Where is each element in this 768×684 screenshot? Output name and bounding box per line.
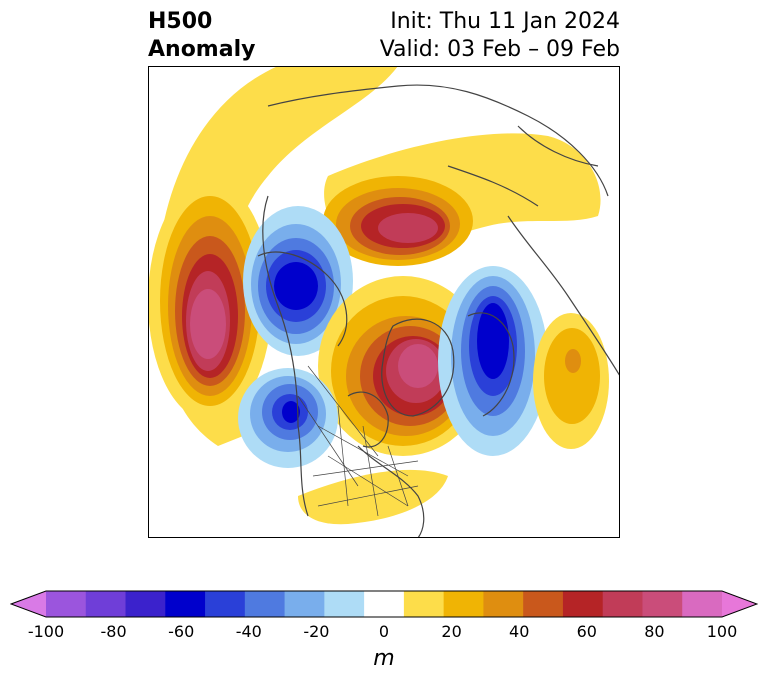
colorbar-outline: [10, 590, 758, 618]
colorbar-ticks: -100 -80 -60 -40 -20 0 20 40 60 80 100: [0, 622, 768, 646]
valid-range: Valid: 03 Feb – 09 Feb: [379, 37, 620, 62]
colorbar-over-arrow: [722, 591, 757, 617]
colorbar-segment: [364, 591, 405, 617]
colorbar-segment: [562, 591, 604, 617]
anomaly-asia-positive: [533, 313, 609, 449]
colorbar-segment: [443, 591, 484, 617]
colorbar-segment: [125, 591, 166, 617]
colorbar-segment: [483, 591, 524, 617]
anomaly-pacific-positive: [148, 181, 272, 421]
colorbar-tick-label: 60: [576, 622, 597, 641]
colorbar-tick-label: -20: [303, 622, 330, 641]
anomaly-alaska-negative: [243, 206, 353, 356]
colorbar-segment: [682, 591, 723, 617]
colorbar-segment: [642, 591, 683, 617]
colorbar-segment: [284, 591, 325, 617]
colorbar-segment: [85, 591, 127, 617]
init-date: Init: Thu 11 Jan 2024: [390, 9, 620, 34]
colorbar-segment: [602, 591, 643, 617]
colorbar-segment: [324, 591, 365, 617]
political-borders: [297, 365, 419, 517]
map-border: [148, 66, 620, 538]
title-variable: H500: [148, 9, 213, 34]
colorbar-tick-label: -80: [100, 622, 127, 641]
colorbar-tick-label: 80: [644, 622, 665, 641]
colorbar-segment: [403, 591, 445, 617]
anomaly-map: [148, 66, 620, 538]
colorbar: [10, 590, 758, 618]
colorbar-tick-label: -60: [168, 622, 195, 641]
colorbar-segment: [46, 591, 87, 617]
colorbar-tick-label: 20: [441, 622, 462, 641]
colorbar-tick-label: -100: [27, 622, 65, 641]
anomaly-arctic-positive: [323, 176, 473, 266]
anomaly-westna-negative: [238, 368, 338, 468]
colorbar-under-arrow: [11, 591, 46, 617]
colorbar-tick-label: 100: [706, 622, 738, 641]
colorbar-tick-label: -40: [235, 622, 262, 641]
colorbar-tick-label: 40: [509, 622, 530, 641]
coastlines: [257, 84, 620, 538]
colorbar-unit: m: [373, 646, 395, 671]
colorbar-segment: [165, 591, 206, 617]
anomaly-europe-negative: [438, 266, 548, 456]
title-left: H500 Anomaly: [148, 8, 255, 64]
colorbar-segment: [205, 591, 246, 617]
title-field: Anomaly: [148, 37, 256, 62]
colorbar-tick-label: 0: [378, 622, 390, 641]
anomaly-atlantic-positive: [298, 469, 448, 525]
colorbar-segment: [523, 591, 564, 617]
colorbar-segment: [244, 591, 286, 617]
title-right: Init: Thu 11 Jan 2024 Valid: 03 Feb – 09…: [380, 8, 620, 64]
